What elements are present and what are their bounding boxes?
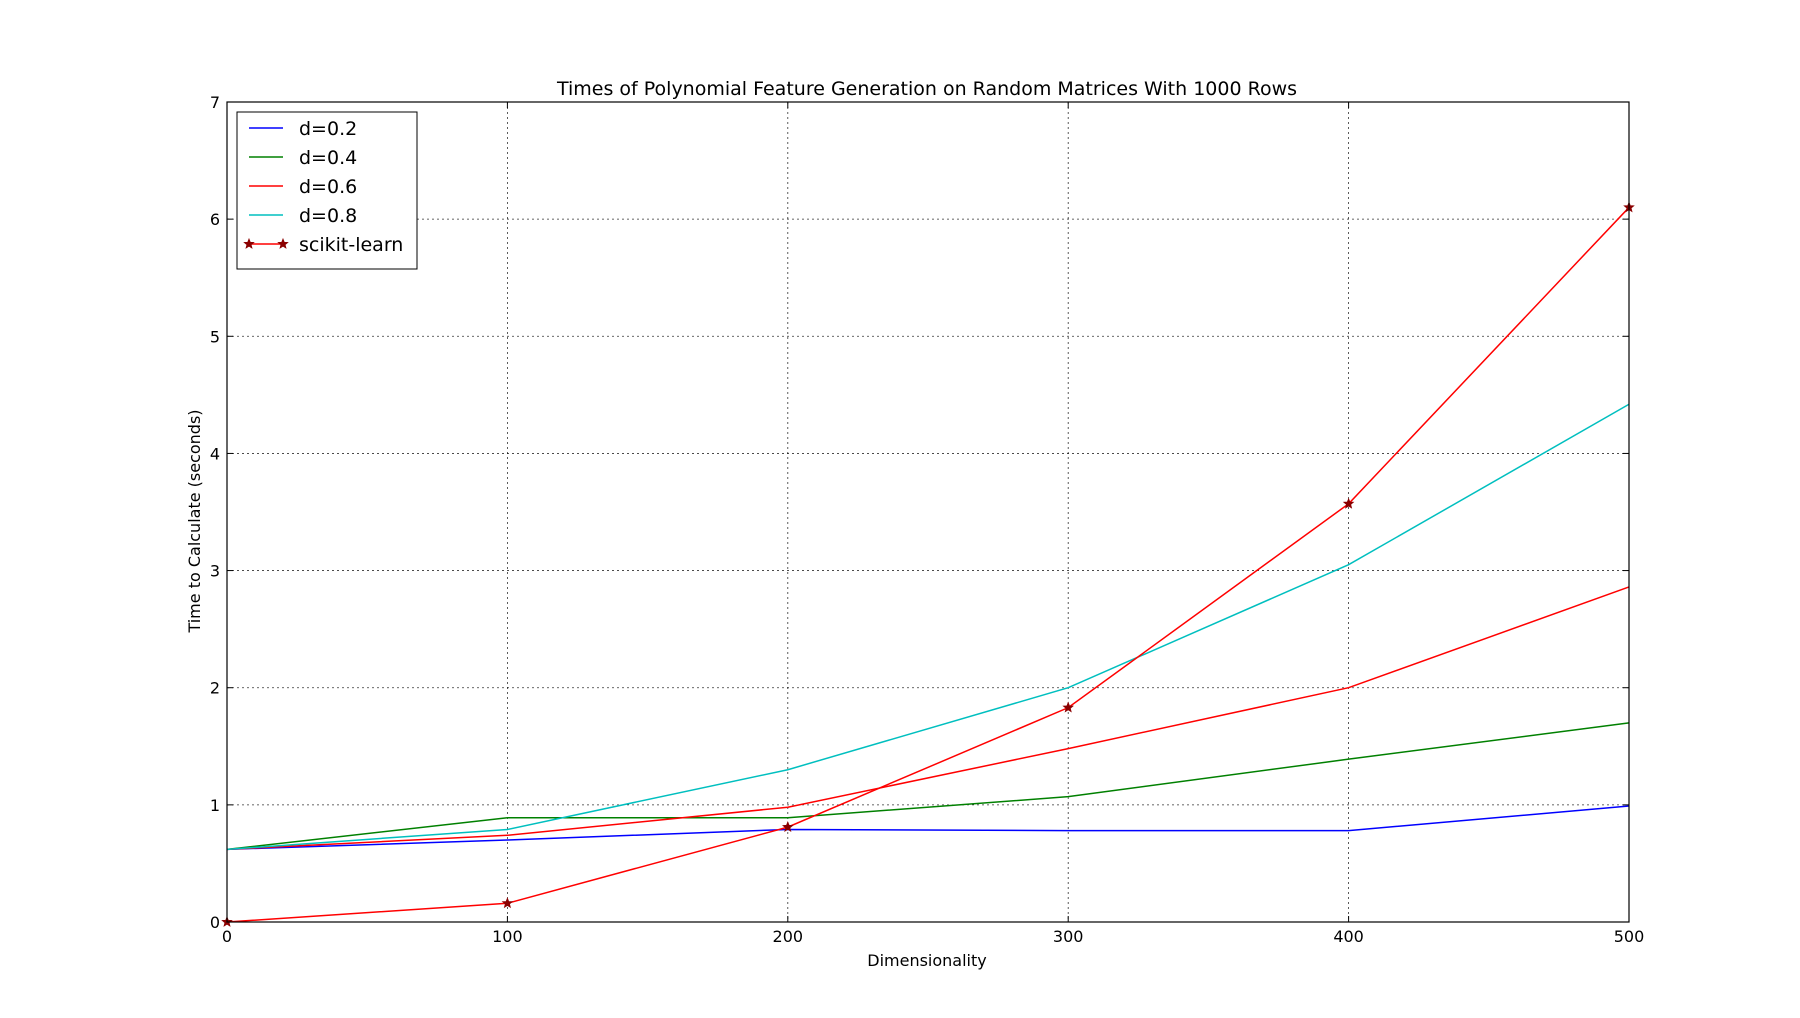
legend-label: d=0.8 — [299, 205, 357, 227]
y-tick-label: 3 — [210, 562, 220, 581]
series-d-0-4 — [226, 722, 1630, 851]
data-point-marker — [1342, 497, 1355, 509]
y-tick-label: 1 — [210, 796, 220, 815]
y-axis-label: Time to Calculate (seconds) — [185, 409, 204, 633]
data-point-marker — [501, 897, 514, 909]
series-layer — [221, 201, 1635, 927]
legend-item: scikit-learn — [243, 234, 403, 256]
series-d-0-8 — [226, 403, 1630, 851]
legend-label: scikit-learn — [299, 234, 403, 256]
legend-item: d=0.6 — [249, 176, 357, 198]
axis-ticks: 0 100 200 300 400 500 0 1 2 3 4 5 6 7 — [210, 93, 1644, 946]
series-line — [226, 403, 1630, 851]
x-tick-label: 200 — [773, 927, 804, 946]
y-tick-label: 2 — [210, 679, 220, 698]
legend-item: d=0.8 — [249, 205, 357, 227]
series-line — [226, 586, 1630, 851]
y-tick-label: 7 — [210, 93, 220, 112]
y-tick-label: 0 — [210, 913, 220, 932]
legend-marker — [243, 237, 255, 249]
plot-frame — [226, 101, 1630, 923]
series-d-0-6 — [226, 586, 1630, 851]
legend-box — [236, 111, 418, 270]
y-tick-label: 4 — [210, 444, 220, 463]
x-axis-label: Dimensionality — [867, 951, 986, 970]
series-line — [226, 805, 1630, 851]
y-tick-label: 5 — [210, 327, 220, 346]
x-tick-label: 100 — [492, 927, 523, 946]
series-line — [226, 206, 1630, 923]
data-point-marker — [1062, 701, 1074, 713]
series-d-0-2 — [226, 805, 1630, 851]
grid-lines — [227, 102, 1629, 922]
x-tick-label: 300 — [1053, 927, 1084, 946]
data-point-marker — [782, 821, 794, 833]
legend-item: d=0.4 — [249, 147, 357, 169]
legend-label: d=0.4 — [299, 147, 357, 169]
legend: d=0.2 d=0.4 d=0.6 d=0.8 scikit-learn — [236, 111, 418, 270]
x-tick-label: 400 — [1333, 927, 1364, 946]
legend-label: d=0.2 — [299, 118, 357, 140]
legend-marker — [277, 237, 289, 249]
series-scikit-learn — [221, 201, 1635, 927]
chart-title: Times of Polynomial Feature Generation o… — [556, 78, 1297, 100]
x-tick-label: 0 — [222, 927, 232, 946]
series-line — [226, 722, 1630, 851]
x-tick-label: 500 — [1614, 927, 1645, 946]
legend-label: d=0.6 — [299, 176, 357, 198]
legend-item: d=0.2 — [249, 118, 357, 140]
y-tick-label: 6 — [210, 210, 220, 229]
